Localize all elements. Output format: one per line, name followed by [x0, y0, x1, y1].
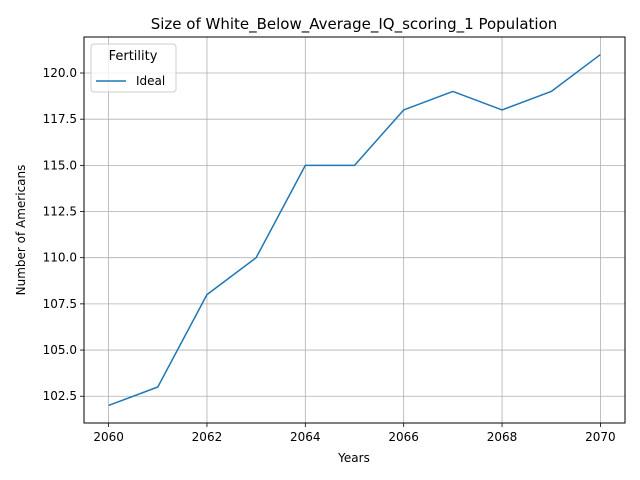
x-tick-label: 2060 — [93, 430, 124, 444]
series-line-ideal — [108, 53, 601, 407]
grid — [84, 37, 625, 423]
y-tick-label: 120.0 — [43, 66, 77, 80]
y-tick-label: 117.5 — [43, 112, 77, 126]
y-axis-label: Number of Americans — [14, 165, 28, 296]
legend: Fertility Ideal — [90, 43, 177, 93]
legend-title: Fertility — [109, 49, 158, 64]
x-tick-label: 2068 — [487, 430, 518, 444]
x-tick-label: 2070 — [585, 430, 616, 444]
y-tick-label: 110.0 — [43, 251, 77, 265]
x-tick-label: 2064 — [290, 430, 321, 444]
legend-label-ideal: Ideal — [136, 74, 165, 88]
legend-box — [90, 43, 177, 93]
x-tick-label: 2062 — [192, 430, 223, 444]
chart-title: Size of White_Below_Average_IQ_scoring_1… — [151, 15, 558, 34]
y-tick-label: 107.5 — [43, 297, 77, 311]
series-layer — [108, 53, 601, 407]
y-axis-ticks: 102.5 105.0 107.5 110.0 112.5 115.0 117.5 120.0 — [43, 66, 84, 403]
y-tick-label: 115.0 — [43, 158, 77, 172]
y-tick-label: 105.0 — [43, 343, 77, 357]
x-axis-ticks: 2060 2062 2064 2066 2068 2070 — [93, 423, 616, 444]
x-tick-label: 2066 — [388, 430, 419, 444]
plot-area-frame — [83, 36, 626, 424]
y-tick-label: 102.5 — [43, 389, 77, 403]
y-tick-label: 112.5 — [43, 205, 77, 219]
x-axis-label: Years — [337, 451, 370, 465]
